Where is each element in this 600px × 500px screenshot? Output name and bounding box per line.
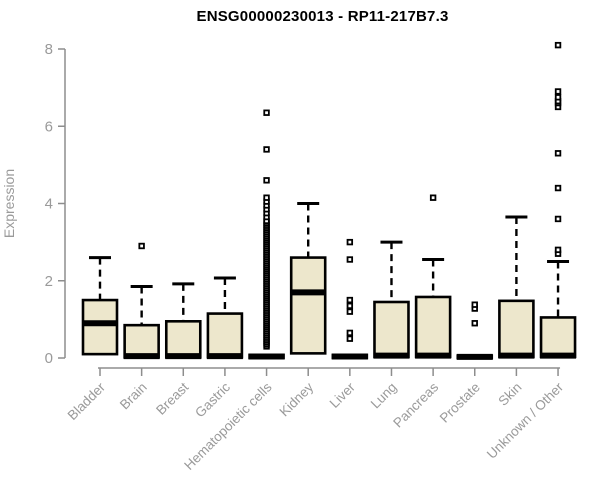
outlier-point [346, 238, 354, 246]
box-rect [123, 323, 160, 359]
outlier-point [263, 109, 270, 116]
x-tick-label-kidney: Kidney [277, 379, 317, 419]
outlier-point [554, 150, 562, 157]
box-group-skin [498, 215, 535, 359]
x-tick-label-pancreas: Pancreas [390, 379, 441, 430]
outlier-point [554, 41, 562, 49]
outlier-point [554, 215, 562, 223]
box-group-kidney [289, 202, 327, 355]
x-tick-label-unknown-other: Unknown / Other [484, 379, 567, 462]
y-tick-label: 4 [45, 196, 53, 213]
box-group-unknown-other [539, 41, 577, 359]
box-rect [289, 256, 327, 355]
box-rect [81, 298, 119, 356]
box-group-liver [331, 238, 369, 360]
x-tick-label-brain: Brain [117, 380, 150, 413]
box-group-hematopoietic-cells [248, 109, 285, 360]
x-tick-label-prostate: Prostate [437, 380, 483, 426]
y-tick-label: 6 [45, 118, 53, 135]
box-rect [498, 299, 535, 359]
x-tick-label-liver: Liver [327, 379, 359, 411]
box-group-prostate [456, 301, 494, 360]
y-tick-label: 2 [45, 273, 53, 290]
outlier-point [263, 177, 270, 184]
outlier-point [554, 88, 562, 95]
outlier-point [554, 246, 562, 254]
outlier-point [346, 335, 354, 342]
chart-title: ENSG00000230013 - RP11-217B7.3 [196, 8, 449, 25]
outlier-point [346, 256, 354, 263]
box-group-lung [373, 240, 410, 359]
outlier-point [138, 242, 145, 250]
box-rect [373, 300, 410, 359]
outlier-point [471, 301, 478, 308]
box-group-bladder [81, 256, 119, 356]
box-group-gastric [206, 276, 244, 360]
box-rect [539, 316, 577, 359]
box-group-pancreas [414, 194, 452, 359]
box-rect [414, 295, 452, 359]
outlier-point [263, 146, 270, 153]
y-axis: 0 2 4 6 8 Expression [1, 41, 66, 367]
box-rect [164, 320, 202, 359]
outlier-point [429, 194, 437, 201]
outlier-point [471, 320, 478, 327]
outlier-point [263, 194, 270, 201]
outlier-point [554, 94, 562, 101]
x-tick-label-skin: Skin [495, 380, 524, 409]
box-group-brain [123, 242, 160, 360]
y-tick-label: 0 [45, 350, 53, 367]
outlier-point [554, 184, 562, 192]
x-tick-label-bladder: Bladder [65, 379, 109, 423]
box-rect [206, 312, 244, 359]
outlier-point [346, 308, 354, 315]
x-tick-label-breast: Breast [153, 379, 191, 417]
y-axis-title: Expression [1, 169, 17, 238]
x-tick-label-lung: Lung [368, 380, 400, 412]
outlier-point [346, 302, 354, 310]
outlier-point [346, 329, 354, 337]
x-tick-label-gastric: Gastric [192, 379, 233, 420]
y-tick-label: 8 [45, 41, 53, 58]
box-group-breast [164, 282, 202, 360]
outlier-point [346, 296, 354, 304]
